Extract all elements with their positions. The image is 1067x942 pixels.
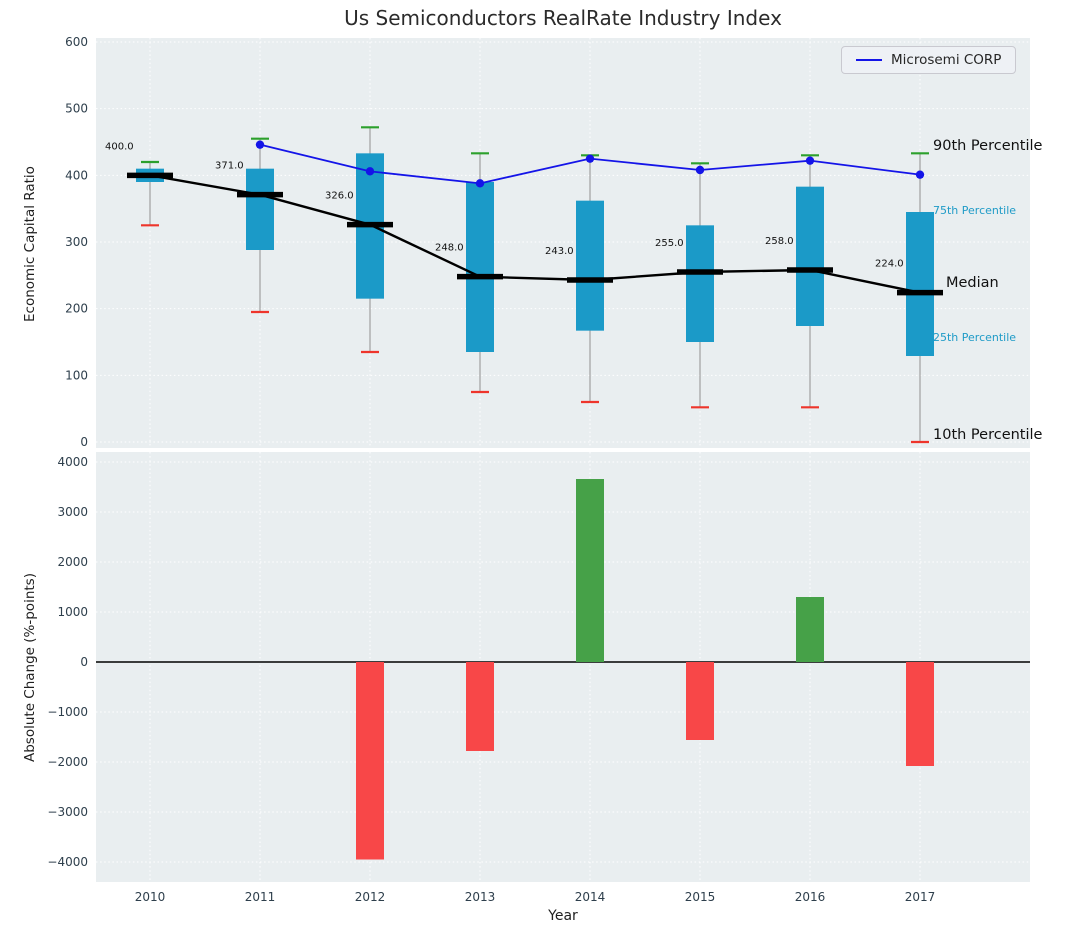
top-ytick-600: 600 [65, 35, 88, 49]
xtick-2010: 2010 [135, 890, 166, 904]
xtick-2017: 2017 [905, 890, 936, 904]
top-ytick-200: 200 [65, 302, 88, 316]
bottom-ytick-3000: 3000 [57, 505, 88, 519]
ylabel-absolute-change: Absolute Change (%-points) [22, 573, 38, 762]
median-value-label-2012: 326.0 [325, 191, 354, 202]
annotation-75th-percentile: 75th Percentile [933, 204, 1017, 217]
top-ytick-300: 300 [65, 235, 88, 249]
median-value-label-2011: 371.0 [215, 161, 244, 172]
iqr-box-2013 [466, 182, 494, 352]
bottom-axes-background [96, 452, 1030, 882]
xtick-2011: 2011 [245, 890, 276, 904]
legend-label: Microsemi CORP [891, 52, 1002, 68]
annotation-25th-percentile: 25th Percentile [933, 331, 1017, 344]
change-bar-2013 [466, 662, 494, 751]
median-value-label-2017: 224.0 [875, 259, 904, 270]
company-point-2013 [475, 179, 485, 188]
bottom-ytick-0: 0 [80, 655, 88, 669]
company-point-2011 [255, 140, 265, 149]
change-bar-2017 [906, 662, 934, 766]
median-value-label-2010: 400.0 [105, 141, 134, 152]
bottom-ytick--4000: −4000 [47, 855, 88, 869]
bottom-ytick--1000: −1000 [47, 705, 88, 719]
legend-line-sample [856, 59, 882, 61]
iqr-box-2014 [576, 200, 604, 331]
median-value-label-2016: 258.0 [765, 236, 794, 247]
iqr-box-2011 [246, 168, 274, 250]
top-axes-background [96, 38, 1030, 448]
company-point-2016 [805, 156, 815, 165]
bottom-ytick-1000: 1000 [57, 605, 88, 619]
bottom-ytick--2000: −2000 [47, 755, 88, 769]
change-bar-2014 [576, 479, 604, 662]
xtick-2015: 2015 [685, 890, 716, 904]
xlabel-year: Year [548, 908, 578, 924]
median-value-label-2013: 248.0 [435, 243, 464, 254]
change-bar-2012 [356, 662, 384, 860]
xtick-2016: 2016 [795, 890, 826, 904]
median-value-label-2015: 255.0 [655, 238, 684, 249]
bottom-ytick-4000: 4000 [57, 455, 88, 469]
company-point-2015 [695, 165, 705, 175]
change-bar-2016 [796, 597, 824, 662]
company-point-2014 [585, 154, 595, 163]
top-ytick-500: 500 [65, 102, 88, 116]
annotation-median: Median [946, 275, 999, 291]
legend: Microsemi CORP [841, 46, 1017, 74]
xtick-2014: 2014 [575, 890, 606, 904]
top-ytick-100: 100 [65, 368, 88, 382]
top-ytick-400: 400 [65, 168, 88, 182]
top-ytick-0: 0 [80, 435, 88, 449]
annotation-90th-percentile: 90th Percentile [933, 138, 1043, 154]
bottom-ytick--3000: −3000 [47, 805, 88, 819]
iqr-box-2016 [796, 186, 824, 326]
xtick-2012: 2012 [355, 890, 386, 904]
median-value-label-2014: 243.0 [545, 246, 574, 257]
company-point-2017 [915, 170, 925, 179]
change-bar-2015 [686, 662, 714, 740]
iqr-box-2015 [686, 225, 714, 342]
xtick-2013: 2013 [465, 890, 496, 904]
iqr-box-2017 [906, 212, 934, 356]
bottom-ytick-2000: 2000 [57, 555, 88, 569]
company-point-2012 [365, 167, 375, 176]
ylabel-economic-capital-ratio: Economic Capital Ratio [22, 166, 38, 322]
annotation-10th-percentile: 10th Percentile [933, 427, 1043, 443]
chart-title: Us Semiconductors RealRate Industry Inde… [344, 6, 782, 30]
